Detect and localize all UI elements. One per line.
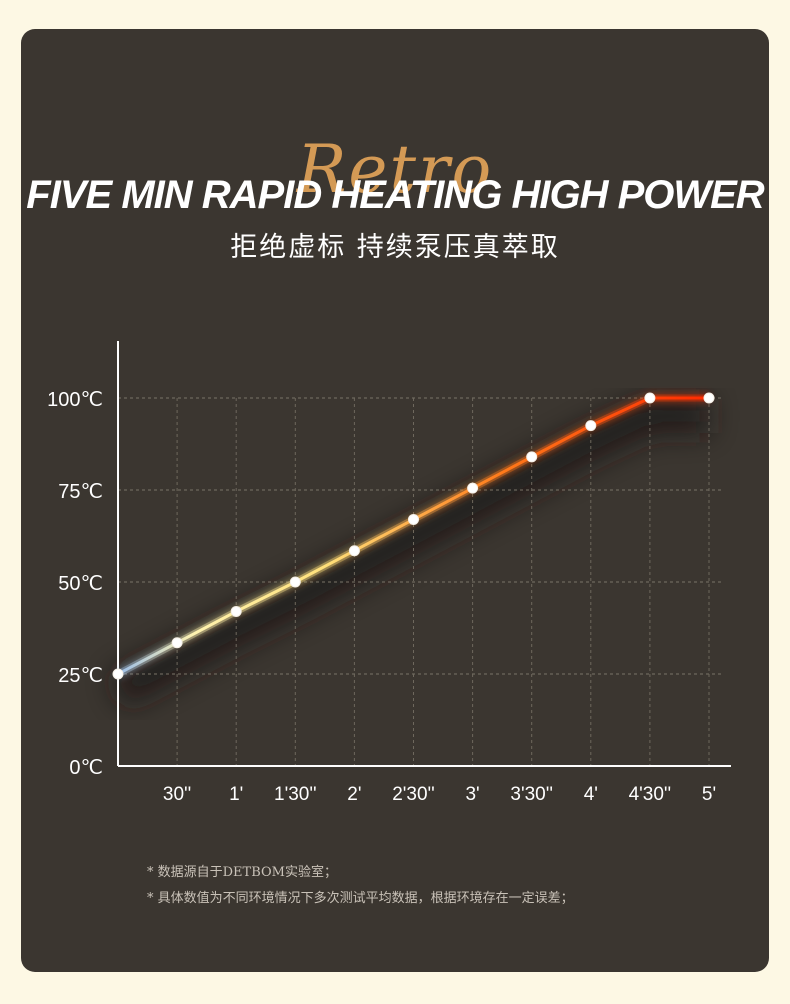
x-tick-label: 30'' xyxy=(163,784,191,805)
y-tick-label: 50℃ xyxy=(58,573,103,595)
data-point xyxy=(289,576,301,588)
x-tick-label: 3' xyxy=(465,784,479,805)
data-point xyxy=(526,451,538,463)
data-point xyxy=(644,392,656,404)
subheadline: 拒绝虚标 持续泵压真萃取 xyxy=(230,232,560,263)
x-tick-label: 2'30'' xyxy=(392,784,435,805)
y-tick-label: 100℃ xyxy=(47,389,103,411)
data-point xyxy=(467,482,479,494)
x-tick-label: 4'30'' xyxy=(629,784,672,805)
data-point xyxy=(408,513,419,525)
retro-script-title: Retro xyxy=(296,131,494,208)
y-tick-label: 25℃ xyxy=(58,665,103,687)
footnote-disclaimer: * 具体数值为不同环境情况下多次测试平均数据，根据环境存在一定误差； xyxy=(147,891,574,906)
x-tick-label: 1'30'' xyxy=(274,784,317,805)
x-tick-label: 5' xyxy=(702,784,716,805)
y-tick-label: 0℃ xyxy=(69,757,103,779)
x-tick-label: 4' xyxy=(584,784,598,805)
chart-card: Retro FIVE MIN RAPID HEATING HIGH POWER … xyxy=(21,29,769,972)
data-point xyxy=(348,545,360,557)
x-tick-label: 1' xyxy=(229,784,243,805)
footnotes: * 数据源自于DETBOM实验室； * 具体数值为不同环境情况下多次测试平均数据… xyxy=(147,860,574,912)
x-tick-label: 3'30'' xyxy=(510,784,553,805)
footnote-source: * 数据源自于DETBOM实验室； xyxy=(147,865,337,880)
data-point xyxy=(171,637,183,649)
heating-line-chart: 0℃ 25℃ 50℃ 75℃ 100℃ 30'' 1' 1'30'' 2' 2'30'' 3' 3'… xyxy=(47,341,731,805)
headline: FIVE MIN RAPID HEATING HIGH POWER xyxy=(26,173,764,217)
data-point xyxy=(230,605,242,617)
data-point xyxy=(585,420,597,432)
data-point xyxy=(703,392,715,404)
data-point xyxy=(112,668,124,680)
y-tick-label: 75℃ xyxy=(58,481,103,503)
x-tick-label: 2' xyxy=(347,784,361,805)
